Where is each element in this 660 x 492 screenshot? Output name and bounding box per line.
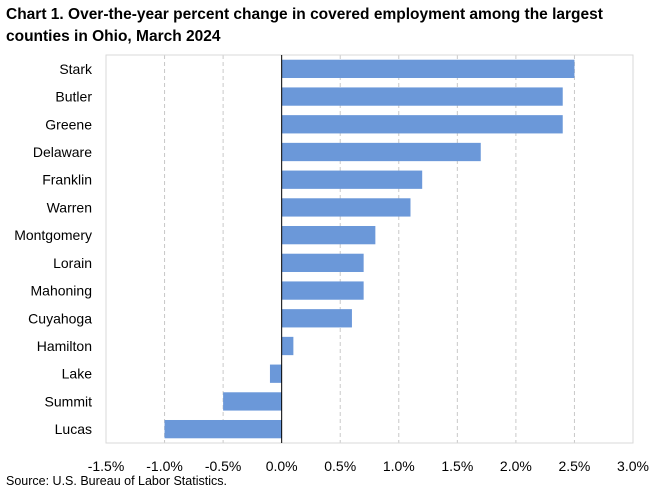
bar-delaware — [281, 142, 481, 162]
category-labels: Stark Butler Greene Delaware Franklin Warren M… — [14, 61, 93, 437]
category-label: Butler — [55, 89, 92, 105]
chart-title: Chart 1. Over-the-year percent change in… — [6, 6, 603, 45]
bar-montgomery — [281, 225, 376, 245]
category-label: Lucas — [55, 421, 92, 437]
x-tick-label: 0.5% — [324, 458, 356, 474]
bar-cuyahoga — [281, 309, 352, 328]
category-label: Mahoning — [31, 283, 93, 299]
category-label: Summit — [45, 393, 93, 409]
category-label: Lake — [62, 366, 93, 382]
bar-summit — [223, 392, 282, 411]
category-label: Cuyahoga — [28, 310, 92, 326]
x-tick-label: 3.0% — [617, 458, 649, 474]
category-label: Delaware — [33, 144, 92, 160]
x-tick-labels: -1.5% -1.0% -0.5% 0.0% 0.5% 1.0% 1.5% 2.0% 2.5% 3… — [88, 458, 649, 474]
bar-mahoning — [281, 281, 364, 300]
x-tick-label: -0.5% — [205, 458, 242, 474]
x-tick-label: 2.0% — [500, 458, 532, 474]
bar-butler — [281, 87, 563, 106]
category-label: Lorain — [53, 255, 92, 271]
bar-stark — [281, 59, 575, 79]
x-tick-label: 1.0% — [383, 458, 415, 474]
bar-lorain — [281, 253, 364, 273]
bar-lucas — [164, 419, 282, 439]
bar-franklin — [281, 170, 423, 189]
bar-hamilton — [281, 336, 294, 356]
bars — [164, 59, 575, 439]
bar-lake — [269, 364, 282, 383]
plot-area-frame — [105, 54, 634, 444]
x-tick-label: 1.5% — [441, 458, 473, 474]
x-tick-label: 0.0% — [266, 458, 298, 474]
category-label: Greene — [45, 116, 92, 132]
bar-greene — [281, 115, 563, 134]
x-tick-label: -1.5% — [88, 458, 125, 474]
category-label: Stark — [59, 61, 93, 77]
category-label: Montgomery — [14, 227, 92, 243]
x-tick-label: -1.0% — [146, 458, 183, 474]
category-label: Hamilton — [37, 338, 92, 354]
grid-lines — [164, 55, 575, 443]
x-tick-label: 2.5% — [558, 458, 590, 474]
bar-warren — [281, 198, 411, 217]
source-note: Source: U.S. Bureau of Labor Statistics. — [6, 474, 227, 488]
category-label: Franklin — [42, 172, 92, 188]
category-label: Warren — [47, 199, 92, 215]
